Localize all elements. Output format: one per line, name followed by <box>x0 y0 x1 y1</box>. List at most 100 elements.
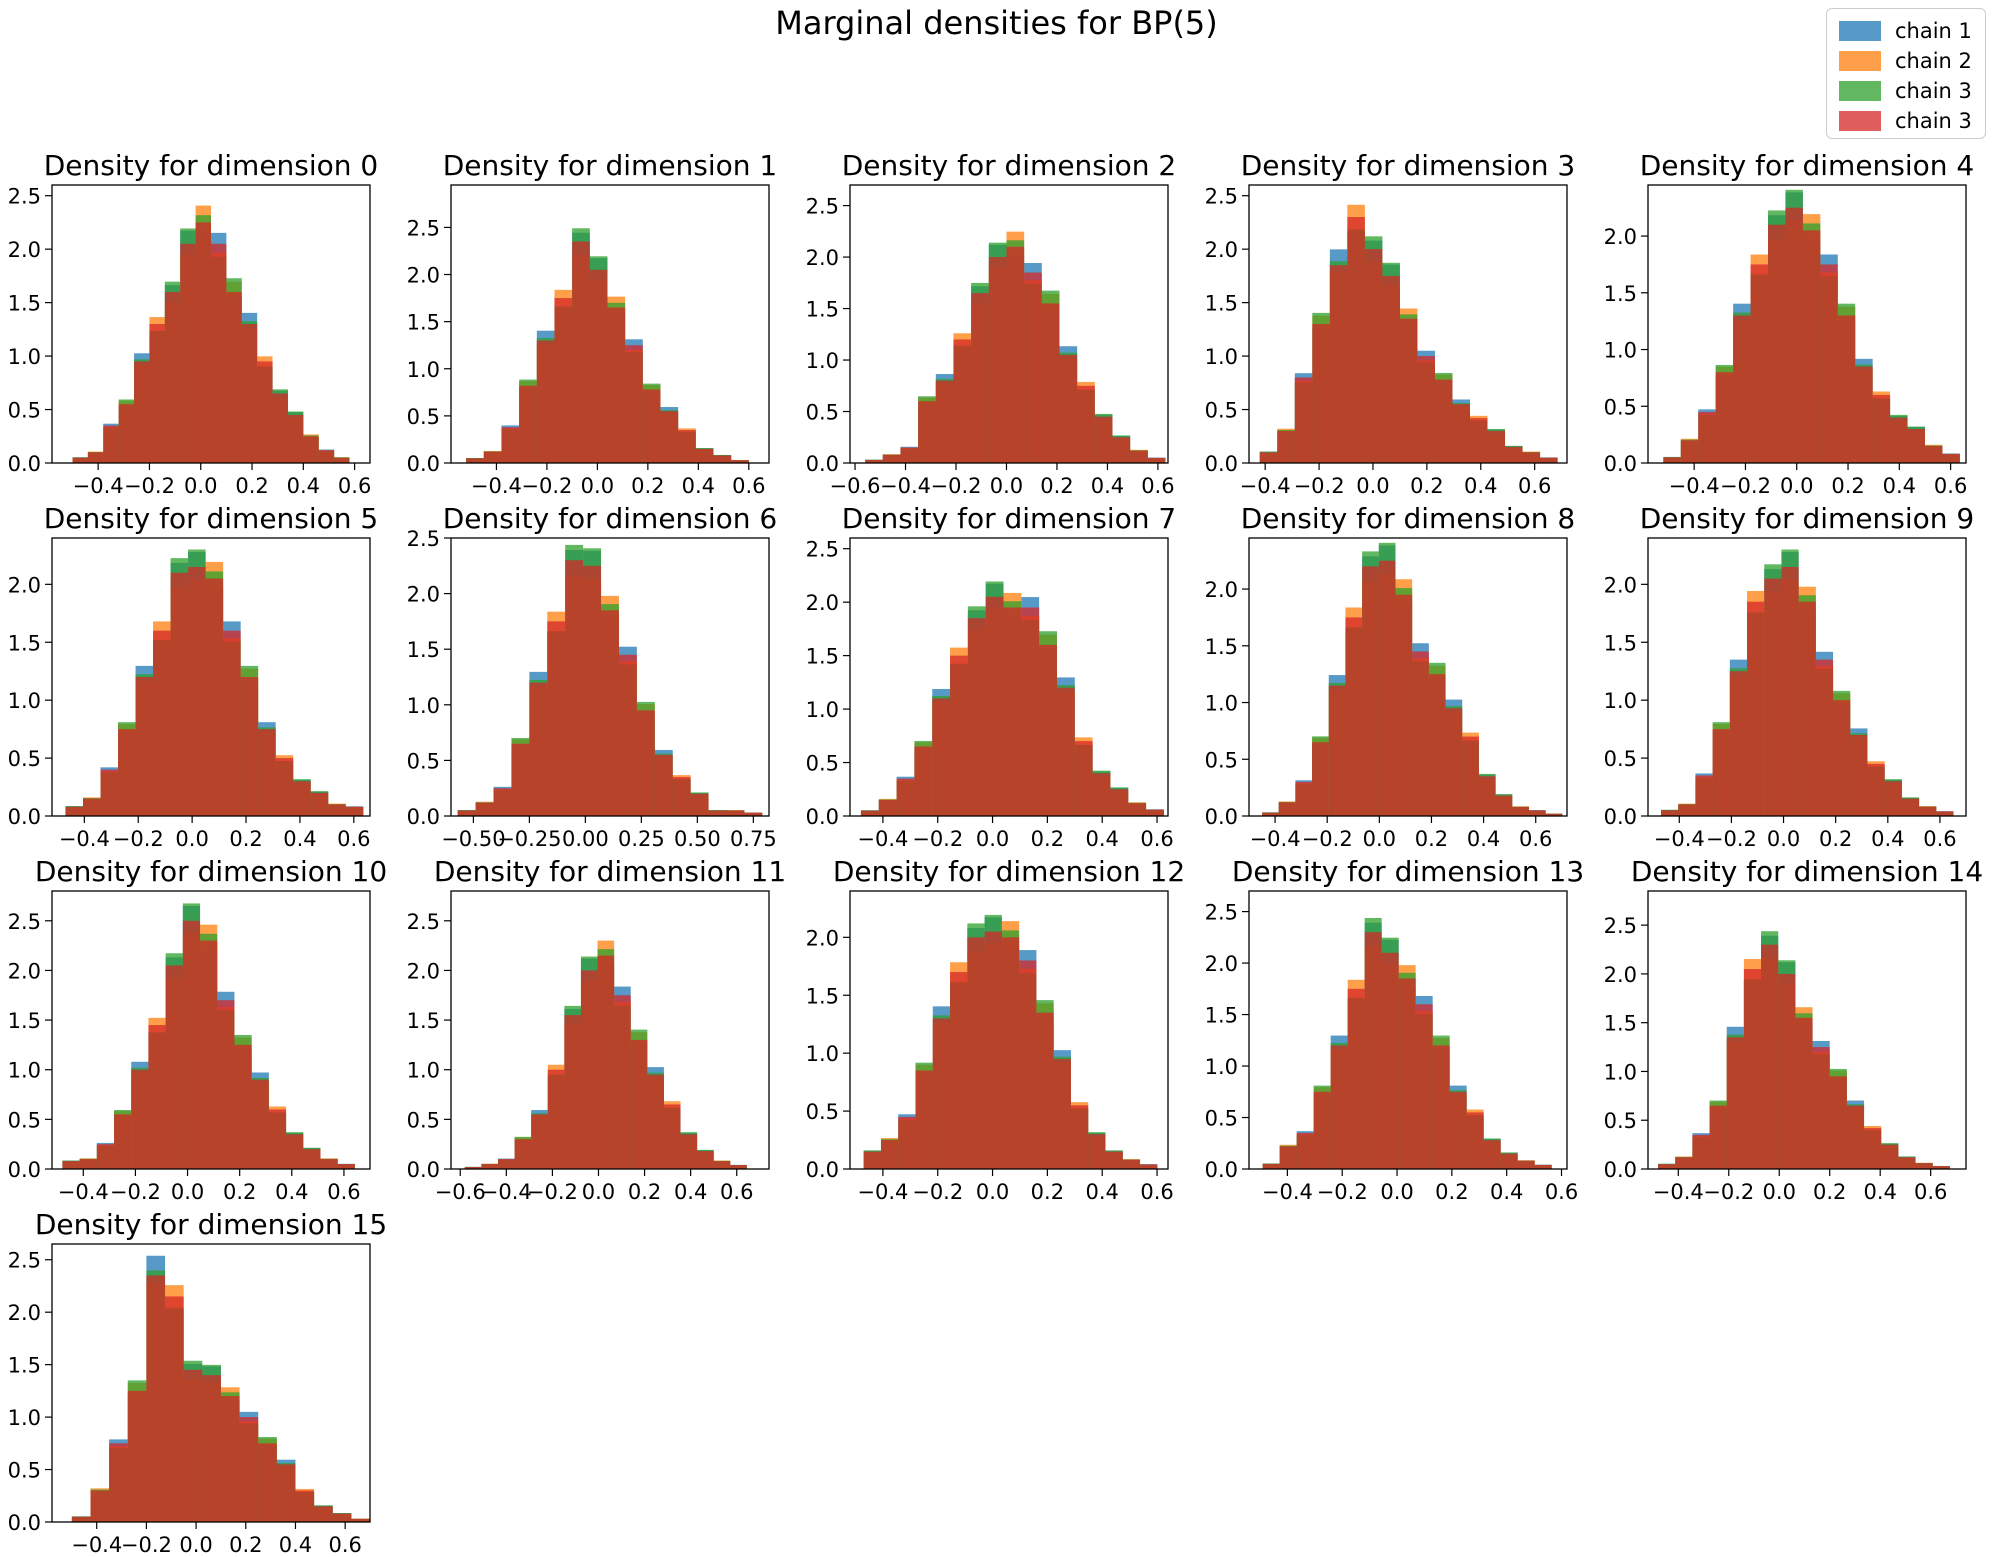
y-tick-label: 1.5 <box>8 631 41 655</box>
histogram-bar <box>334 457 350 463</box>
histogram-bar <box>345 806 364 816</box>
subplot: Density for dimension 11 0.0 0.5 1.0 1.5 2.0 2… <box>407 855 787 1204</box>
x-tick-label: −0.2 <box>1294 474 1345 498</box>
y-tick-label: 2.0 <box>1205 238 1238 262</box>
x-tick-label: 0.2 <box>1040 474 1073 498</box>
x-tick-label: 0.4 <box>279 1533 312 1557</box>
subplot-title: Density for dimension 5 <box>44 502 379 535</box>
histogram-bar <box>1330 1045 1348 1169</box>
histogram-bar <box>1743 969 1762 1169</box>
legend-item: chain 1 <box>1839 17 1972 45</box>
y-tick-label: 0.0 <box>1604 452 1637 476</box>
histogram-bar <box>554 298 573 463</box>
y-tick-label: 2.0 <box>806 926 839 950</box>
histogram-bar <box>1077 385 1095 463</box>
histogram-bar <box>878 799 897 816</box>
histogram-bar <box>257 361 273 463</box>
histogram-bar <box>100 769 119 816</box>
subplot: Density for dimension 10 0.0 0.5 1.0 1.5 2.0 2… <box>8 855 388 1204</box>
histogram-bar <box>1278 802 1296 816</box>
histogram-bar <box>984 931 1002 1169</box>
histogram-bar <box>1833 700 1851 816</box>
y-tick-label: 0.0 <box>1205 452 1238 476</box>
histogram-bar <box>1328 685 1346 816</box>
histogram-bar <box>1452 404 1470 463</box>
histogram-bar <box>475 802 494 816</box>
x-tick-label: 0.6 <box>1519 827 1552 851</box>
subplot-title: Density for dimension 11 <box>434 855 786 888</box>
histogram-bar <box>1412 651 1429 816</box>
y-tick-label: 0.5 <box>806 401 839 425</box>
histogram-bar <box>1924 445 1943 463</box>
subplot-title: Density for dimension 1 <box>443 149 778 182</box>
histogram-bar <box>1661 810 1679 816</box>
histogram-bar <box>1019 960 1037 1169</box>
x-tick-label: 0.4 <box>1863 1180 1896 1204</box>
subplot: Density for dimension 9 0.0 0.5 1.0 1.5 2.0 −0… <box>1604 502 1975 851</box>
histogram-bar <box>1024 272 1042 463</box>
x-tick-label: −0.2 <box>1706 827 1757 851</box>
histogram-bar <box>865 459 883 463</box>
y-tick-label: 1.5 <box>407 638 440 662</box>
y-tick-label: 0.5 <box>1205 748 1238 772</box>
histogram-bar <box>118 729 136 816</box>
x-tick-label: −0.2 <box>521 474 572 498</box>
histogram-bar <box>1347 988 1365 1169</box>
histogram-bar <box>164 291 181 463</box>
x-tick-label: 0.25 <box>618 827 665 851</box>
histogram-bar <box>118 404 135 463</box>
histogram-bar <box>713 1161 731 1169</box>
histogram-bar <box>932 698 951 816</box>
subplot: Density for dimension 7 0.0 0.5 1.0 1.5 2.0 2.… <box>806 502 1177 851</box>
histogram-bar <box>1001 937 1020 1169</box>
histogram-bar <box>580 970 598 1169</box>
x-tick-label: −0.2 <box>912 1180 963 1204</box>
x-tick-label: 0.6 <box>720 1180 753 1204</box>
histogram-bar <box>303 436 319 463</box>
histogram-bar <box>697 1151 714 1169</box>
x-tick-label: 0.0 <box>976 827 1009 851</box>
y-tick-label: 0.5 <box>1205 399 1238 423</box>
histogram-bar <box>1382 275 1400 463</box>
x-tick-label: −0.4 <box>1654 827 1705 851</box>
y-tick-label: 2.0 <box>1604 963 1637 987</box>
histogram-bar <box>1512 806 1529 816</box>
y-tick-label: 1.0 <box>1205 345 1238 369</box>
histogram-bar <box>731 460 749 463</box>
x-tick-label: 0.6 <box>1914 1180 1947 1204</box>
histogram-bar <box>501 427 520 463</box>
histogram-bar <box>1399 318 1418 463</box>
histogram-bar <box>1329 265 1348 463</box>
histogram-bar <box>601 610 619 816</box>
histogram-bar <box>1692 1134 1710 1169</box>
histogram-bar <box>1262 1163 1280 1169</box>
y-tick-label: 2.5 <box>806 195 839 219</box>
subplot: Density for dimension 14 0.0 0.5 1.0 1.5 2.0 2… <box>1604 855 1984 1204</box>
histogram-bar <box>988 257 1007 463</box>
histogram-bar <box>1036 1012 1054 1169</box>
histogram-bar <box>680 1134 698 1169</box>
histogram-bar <box>1110 789 1129 816</box>
histogram-bar <box>1545 813 1563 816</box>
y-tick-label: 1.5 <box>407 1009 440 1033</box>
y-tick-label: 2.5 <box>1604 914 1637 938</box>
histogram-bar <box>914 746 933 816</box>
x-tick-label: −0.4 <box>1262 1180 1313 1204</box>
y-tick-label: 2.5 <box>407 910 440 934</box>
histogram-bar <box>660 411 679 463</box>
histogram-bar <box>1295 781 1313 816</box>
x-tick-label: 0.0 <box>179 1533 212 1557</box>
histogram-bar <box>1345 617 1363 816</box>
x-tick-label: 0.2 <box>1031 1180 1064 1204</box>
histogram-bar <box>293 781 311 816</box>
histogram-bar <box>1919 806 1937 816</box>
histogram-bar <box>1128 803 1147 816</box>
histogram-bar <box>1517 1160 1535 1169</box>
x-tick-label: 0.0 <box>1380 1180 1413 1204</box>
histogram-bar <box>678 430 696 463</box>
histogram-bar <box>239 1417 259 1522</box>
histogram-bar <box>258 1443 277 1522</box>
x-tick-label: 0.2 <box>1031 827 1064 851</box>
y-tick-label: 2.0 <box>806 591 839 615</box>
y-tick-label: 1.0 <box>1604 689 1637 713</box>
